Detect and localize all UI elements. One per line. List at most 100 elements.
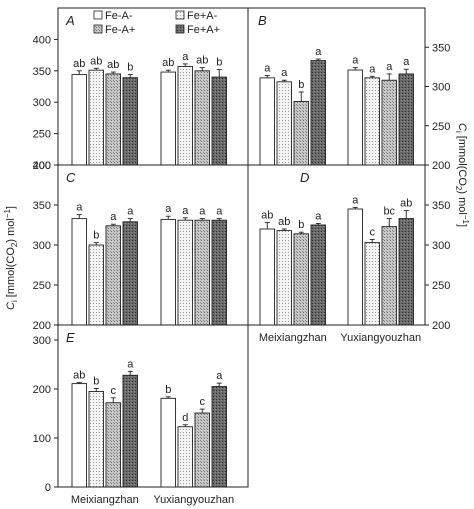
- right-axis-title: Ci [mmol(CO2) mol−1]: [454, 123, 470, 227]
- bar: [88, 244, 104, 326]
- bar: [160, 218, 176, 326]
- bar: [177, 219, 193, 326]
- significance-label: ab: [107, 59, 119, 71]
- legend-label: Fe-A-: [105, 10, 133, 22]
- category-label: Yuxiangyouzhan: [340, 332, 421, 344]
- y-tick-label: 400: [33, 34, 51, 46]
- y-tick-label: 250: [432, 121, 450, 133]
- significance-label: ab: [196, 55, 208, 67]
- legend-swatch: [175, 24, 185, 34]
- bar: [71, 383, 87, 488]
- significance-label: c: [370, 226, 376, 238]
- panel-frame: [57, 324, 249, 488]
- significance-label: b: [165, 384, 171, 396]
- significance-label: a: [264, 63, 271, 75]
- y-tick-label: 200: [33, 320, 51, 332]
- legend-swatch: [175, 10, 185, 20]
- y-tick-label: 250: [432, 280, 450, 292]
- significance-label: b: [216, 57, 222, 69]
- bar: [381, 79, 397, 166]
- y-tick-label: 200: [33, 384, 51, 396]
- y-tick-label: 300: [33, 335, 51, 347]
- bar: [71, 218, 87, 326]
- significance-label: a: [281, 67, 288, 79]
- significance-label: a: [199, 206, 206, 218]
- bar: [160, 71, 176, 166]
- y-tick-label: 250: [33, 280, 51, 292]
- significance-label: ab: [73, 58, 85, 70]
- bar: [177, 65, 193, 166]
- bar: [310, 224, 326, 326]
- y-tick-label: 300: [432, 240, 450, 252]
- significance-label: ab: [400, 198, 412, 210]
- y-tick-label: 100: [33, 433, 51, 445]
- bar: [276, 230, 292, 326]
- y-tick-label: 400: [33, 160, 51, 172]
- significance-label: ab: [90, 55, 102, 67]
- significance-label: a: [403, 56, 410, 68]
- legend-swatch: [93, 10, 103, 20]
- legend-label: Fe+A-: [187, 10, 218, 22]
- bar: [310, 60, 326, 166]
- legend: Fe-A- Fe+A- Fe-A+ Fe+A+: [93, 10, 220, 36]
- significance-label: ab: [73, 370, 85, 382]
- left-axis-title: Ci [mmol(CO2) mol−1]: [3, 206, 19, 310]
- y-tick-label: 300: [432, 82, 450, 94]
- y-tick-label: 0: [45, 482, 51, 494]
- panel-letter: B: [258, 13, 267, 28]
- bar: [398, 73, 414, 166]
- y-tick-label: 200: [432, 320, 450, 332]
- bar: [88, 69, 104, 166]
- significance-label: a: [76, 202, 83, 214]
- significance-label: b: [298, 219, 304, 231]
- bar: [398, 218, 414, 326]
- significance-label: d: [182, 412, 188, 424]
- panel-letter: C: [66, 170, 76, 185]
- significance-label: ab: [278, 216, 290, 228]
- bar: [211, 219, 227, 326]
- significance-label: a: [127, 358, 134, 370]
- bar: [122, 221, 138, 326]
- significance-label: a: [216, 206, 223, 218]
- bar: [88, 391, 104, 488]
- legend-label: Fe-A+: [105, 24, 135, 36]
- bar: [259, 228, 275, 326]
- bar: [160, 397, 176, 488]
- bar: [364, 77, 380, 166]
- significance-label: b: [298, 79, 304, 91]
- significance-label: b: [93, 376, 99, 388]
- bar: [122, 374, 138, 488]
- significance-label: a: [182, 51, 189, 63]
- y-tick-label: 300: [33, 97, 51, 109]
- significance-label: a: [386, 61, 393, 73]
- bar: [71, 74, 87, 166]
- y-tick-label: 350: [33, 200, 51, 212]
- y-tick-label: 350: [432, 200, 450, 212]
- bar: [194, 412, 210, 488]
- y-tick-label: 200: [432, 160, 450, 172]
- bar: [177, 426, 193, 488]
- bar: [105, 402, 121, 488]
- significance-label: a: [216, 370, 223, 382]
- significance-label: c: [200, 396, 206, 408]
- legend-swatch: [93, 24, 103, 34]
- legend-label: Fe+A+: [187, 24, 220, 36]
- category-label: Meixiangzhan: [71, 494, 139, 506]
- bar: [347, 69, 363, 166]
- bar: [105, 225, 121, 326]
- panel-letter: E: [66, 330, 75, 345]
- bar: [276, 81, 292, 166]
- significance-label: a: [165, 203, 172, 215]
- category-label: Meixiangzhan: [259, 332, 327, 344]
- bar: [293, 100, 309, 166]
- bar: [194, 219, 210, 326]
- bar: [105, 73, 121, 166]
- panel-letter: A: [65, 13, 75, 28]
- y-tick-label: 350: [432, 42, 450, 54]
